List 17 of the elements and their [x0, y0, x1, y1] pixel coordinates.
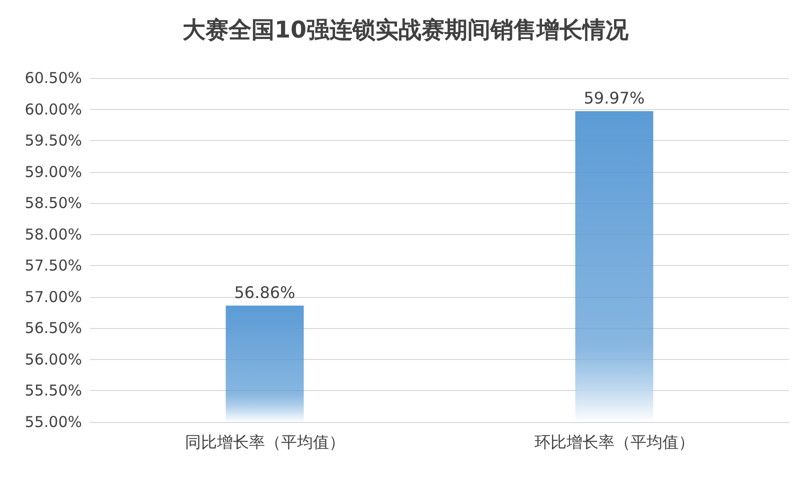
x-tick-label: 同比增长率（平均值）: [184, 432, 345, 452]
y-tick-label: 56.50%: [24, 319, 82, 338]
data-label: 56.86%: [234, 283, 296, 302]
y-tick-label: 56.00%: [24, 350, 82, 368]
x-tick-label: 环比增长率（平均值）: [534, 432, 694, 452]
y-tick-label: 59.00%: [24, 162, 82, 181]
y-tick-label: 55.50%: [24, 382, 82, 400]
y-tick-label: 57.00%: [24, 288, 82, 306]
y-tick-label: 55.00%: [24, 413, 82, 431]
y-tick-label: 58.00%: [24, 225, 82, 244]
y-tick-label: 58.50%: [24, 194, 82, 212]
data-label: 59.97%: [584, 88, 645, 108]
y-tick-label: 60.00%: [24, 100, 82, 118]
y-tick-label: 60.50%: [24, 69, 82, 87]
y-tick-label: 59.50%: [24, 132, 82, 150]
y-tick-label: 57.50%: [24, 256, 82, 275]
chart-title: 大赛全国10强连锁实战赛期间销售增长情况: [182, 16, 630, 44]
